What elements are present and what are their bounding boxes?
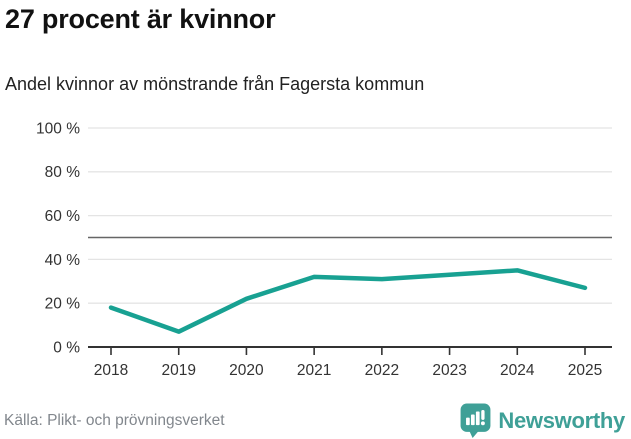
newsworthy-logo-icon [460,403,491,438]
newsworthy-logo: Newsworthy [460,403,625,438]
y-tick-label: 0 % [53,339,80,356]
y-tick-label: 60 % [45,208,81,225]
chart-title: 27 procent är kvinnor [5,4,276,34]
source-note: Källa: Plikt- och prövningsverket [4,411,225,429]
x-tick-label: 2018 [94,362,128,379]
y-tick-label: 80 % [45,164,81,181]
x-tick-label: 2021 [297,362,331,379]
x-tick-label: 2024 [500,362,535,379]
line-chart-plot: 0 % 20 % 40 % 60 % 80 % 100 % 2018 2019 2020 2021… [0,115,631,390]
data-line-andel-kvinnor-av-mönstrande [108,268,588,334]
y-tick-label: 20 % [45,296,81,313]
x-tick-label: 2022 [365,362,399,379]
y-tick-label: 40 % [45,252,81,269]
x-tick-label: 2025 [568,362,602,379]
y-tick-label: 100 % [36,120,80,137]
x-tick-label: 2019 [161,362,195,379]
x-tick-label: 2020 [229,362,264,379]
newsworthy-logo-text: Newsworthy [498,407,625,433]
chart-subtitle: Andel kvinnor av mönstrande från Fagerst… [5,74,425,94]
chart-footer: Källa: Plikt- och prövningsverket Newswo… [0,402,631,439]
x-tick-label: 2023 [432,362,466,379]
